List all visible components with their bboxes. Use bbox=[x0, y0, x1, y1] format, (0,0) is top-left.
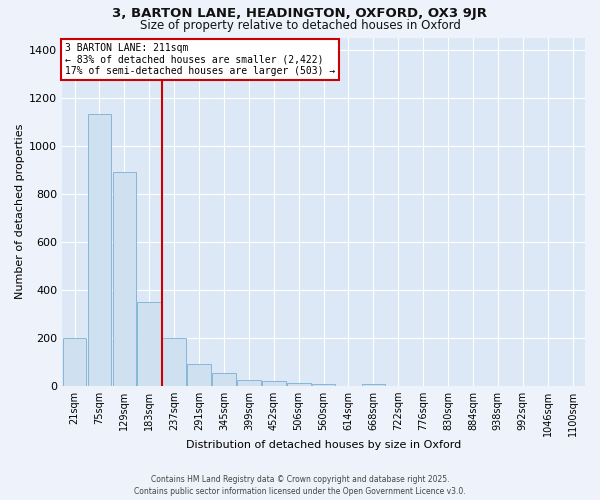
Bar bbox=[88, 114, 112, 386]
Bar bbox=[137, 302, 161, 386]
Bar bbox=[312, 384, 335, 386]
Bar bbox=[362, 384, 385, 386]
Bar bbox=[262, 382, 286, 386]
Bar bbox=[212, 372, 236, 386]
Text: 3 BARTON LANE: 211sqm
← 83% of detached houses are smaller (2,422)
17% of semi-d: 3 BARTON LANE: 211sqm ← 83% of detached … bbox=[65, 42, 335, 76]
Bar bbox=[287, 383, 311, 386]
Bar bbox=[187, 364, 211, 386]
Bar bbox=[63, 338, 86, 386]
Text: 3, BARTON LANE, HEADINGTON, OXFORD, OX3 9JR: 3, BARTON LANE, HEADINGTON, OXFORD, OX3 … bbox=[113, 8, 487, 20]
Bar bbox=[237, 380, 261, 386]
Y-axis label: Number of detached properties: Number of detached properties bbox=[15, 124, 25, 300]
Text: Contains HM Land Registry data © Crown copyright and database right 2025.
Contai: Contains HM Land Registry data © Crown c… bbox=[134, 475, 466, 496]
Text: Size of property relative to detached houses in Oxford: Size of property relative to detached ho… bbox=[140, 18, 460, 32]
X-axis label: Distribution of detached houses by size in Oxford: Distribution of detached houses by size … bbox=[186, 440, 461, 450]
Bar bbox=[113, 172, 136, 386]
Bar bbox=[163, 338, 186, 386]
